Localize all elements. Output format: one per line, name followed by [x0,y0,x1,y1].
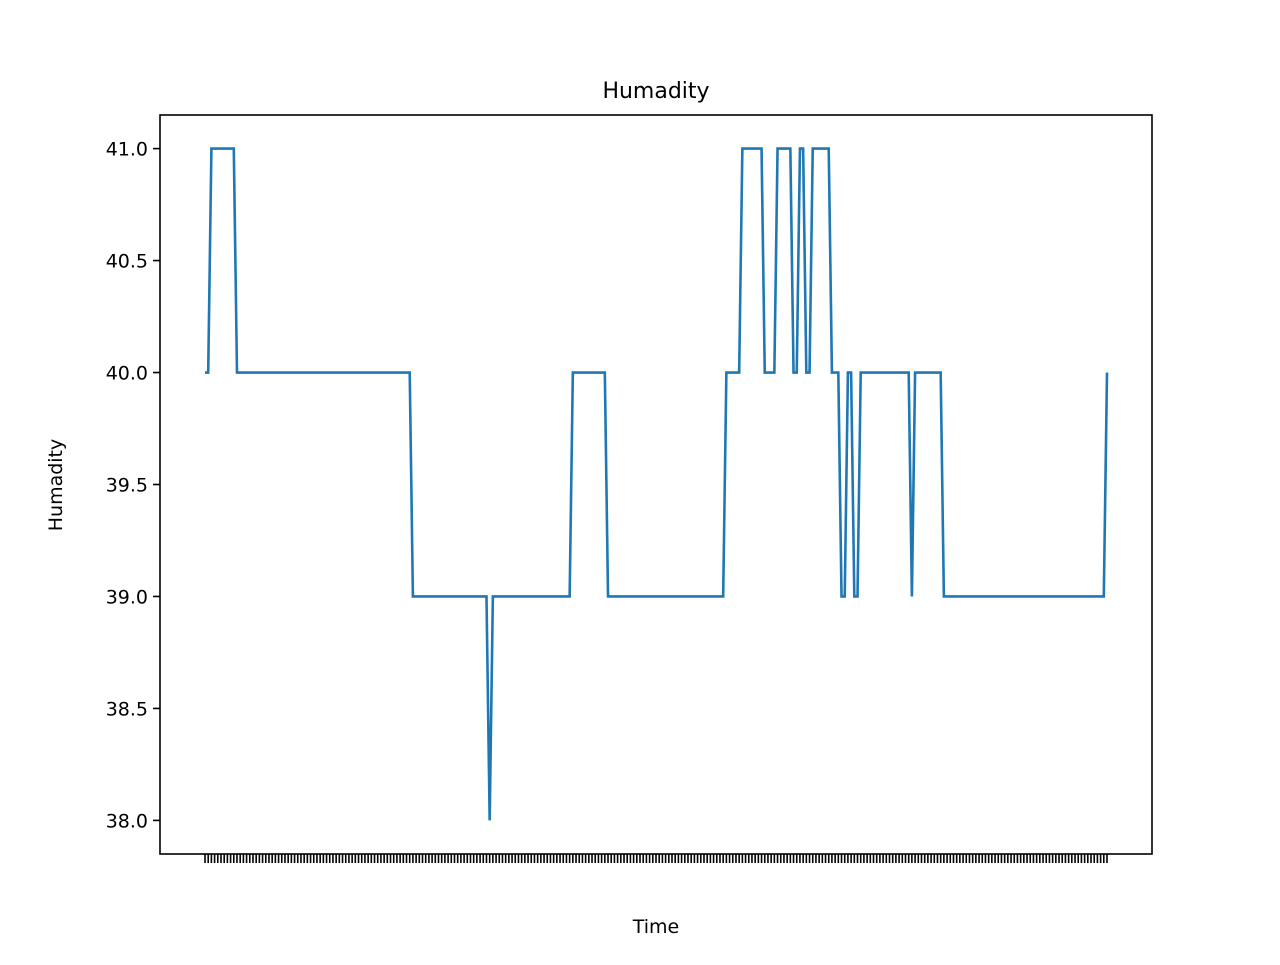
x-axis-label: Time [632,916,680,938]
y-tick-label: 39.0 [106,586,148,608]
y-tick-label: 38.5 [106,698,148,720]
y-tick-label: 39.5 [106,475,148,497]
y-tick-label: 40.5 [106,251,148,273]
y-ticks-layer: 38.0 38.5 39.0 39.5 40.0 40.5 41.0 [106,139,160,832]
y-tick-label: 41.0 [106,139,148,161]
humidity-series-line [205,147,1109,821]
y-tick-label: 38.0 [106,810,148,832]
chart-title: Humadity [602,79,709,104]
y-axis-label: Humadity [45,439,67,532]
y-tick-label: 40.0 [106,363,148,385]
x-ticks-layer [204,854,1108,863]
plot-frame [159,114,1153,855]
series-layer [205,147,1109,821]
